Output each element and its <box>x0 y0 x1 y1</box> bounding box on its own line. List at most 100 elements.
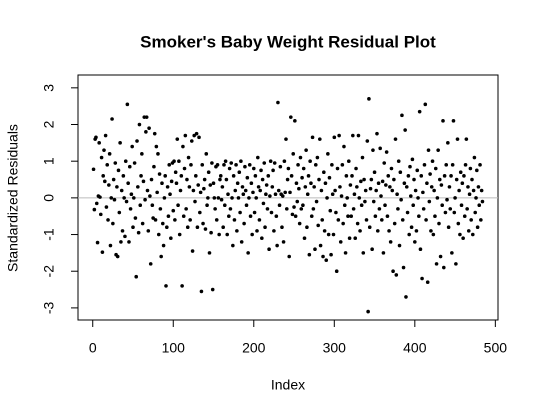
point <box>396 207 400 211</box>
point <box>316 223 320 228</box>
point <box>459 203 464 208</box>
point <box>234 163 238 167</box>
point <box>359 179 363 184</box>
point <box>274 214 279 219</box>
point <box>262 161 267 165</box>
point <box>389 166 394 171</box>
point <box>475 168 479 173</box>
point <box>215 163 220 167</box>
point <box>325 196 329 200</box>
point <box>252 210 257 215</box>
point <box>400 113 404 118</box>
point <box>264 192 268 196</box>
point <box>169 236 173 241</box>
point <box>212 196 217 200</box>
point <box>135 139 139 143</box>
point <box>367 97 371 101</box>
point <box>141 179 146 184</box>
point <box>185 177 189 182</box>
point <box>119 188 124 193</box>
point <box>429 185 434 189</box>
point <box>350 174 354 178</box>
point <box>418 247 423 252</box>
point <box>398 170 403 174</box>
point <box>442 265 446 270</box>
point <box>340 163 345 167</box>
point <box>384 150 389 154</box>
point <box>166 214 171 219</box>
point <box>100 250 105 254</box>
point <box>130 144 134 149</box>
point <box>371 199 376 204</box>
point <box>158 207 163 211</box>
point <box>293 119 297 123</box>
point <box>425 181 429 185</box>
point <box>375 229 380 233</box>
point <box>299 207 304 211</box>
point <box>105 163 110 167</box>
point <box>343 251 348 255</box>
point <box>92 207 97 212</box>
point <box>189 163 193 167</box>
point <box>230 196 234 200</box>
point <box>240 185 245 189</box>
point <box>163 174 168 178</box>
point <box>214 218 219 222</box>
point <box>401 265 406 270</box>
point <box>390 188 395 193</box>
point <box>265 207 270 211</box>
point <box>470 232 475 237</box>
point <box>355 221 360 226</box>
point <box>152 131 157 136</box>
point <box>314 199 319 204</box>
point <box>111 221 115 226</box>
point <box>351 207 356 211</box>
point <box>269 210 274 215</box>
point <box>164 284 168 288</box>
point <box>326 232 331 237</box>
point <box>154 144 159 149</box>
point <box>403 128 407 132</box>
point <box>257 218 262 222</box>
point <box>443 210 448 215</box>
point <box>275 243 279 248</box>
point <box>330 192 335 196</box>
point <box>277 203 282 208</box>
point <box>351 133 355 138</box>
point <box>148 262 153 266</box>
point <box>309 181 313 185</box>
point <box>196 183 201 187</box>
point <box>231 174 236 178</box>
point <box>429 229 433 233</box>
point <box>287 254 292 259</box>
point <box>226 192 230 196</box>
point <box>297 186 301 191</box>
point <box>111 177 116 182</box>
point <box>288 190 292 195</box>
point <box>206 196 210 200</box>
point <box>421 207 426 211</box>
x-tick-label: 100 <box>162 340 186 356</box>
point <box>407 232 411 237</box>
point <box>408 194 413 198</box>
point <box>152 164 156 169</box>
point <box>473 210 478 215</box>
point <box>168 192 172 196</box>
point <box>132 196 136 200</box>
point <box>356 133 361 138</box>
point <box>353 236 358 241</box>
point <box>179 174 184 178</box>
point <box>348 183 353 187</box>
point <box>187 185 192 189</box>
point <box>393 137 398 141</box>
point <box>342 203 347 208</box>
point <box>397 243 402 248</box>
point <box>222 203 227 208</box>
chart-title: Smoker's Baby Weight Residual Plot <box>140 32 436 51</box>
point <box>387 229 391 233</box>
point <box>438 254 443 259</box>
point <box>278 164 283 169</box>
point <box>368 186 373 191</box>
point <box>271 168 275 173</box>
